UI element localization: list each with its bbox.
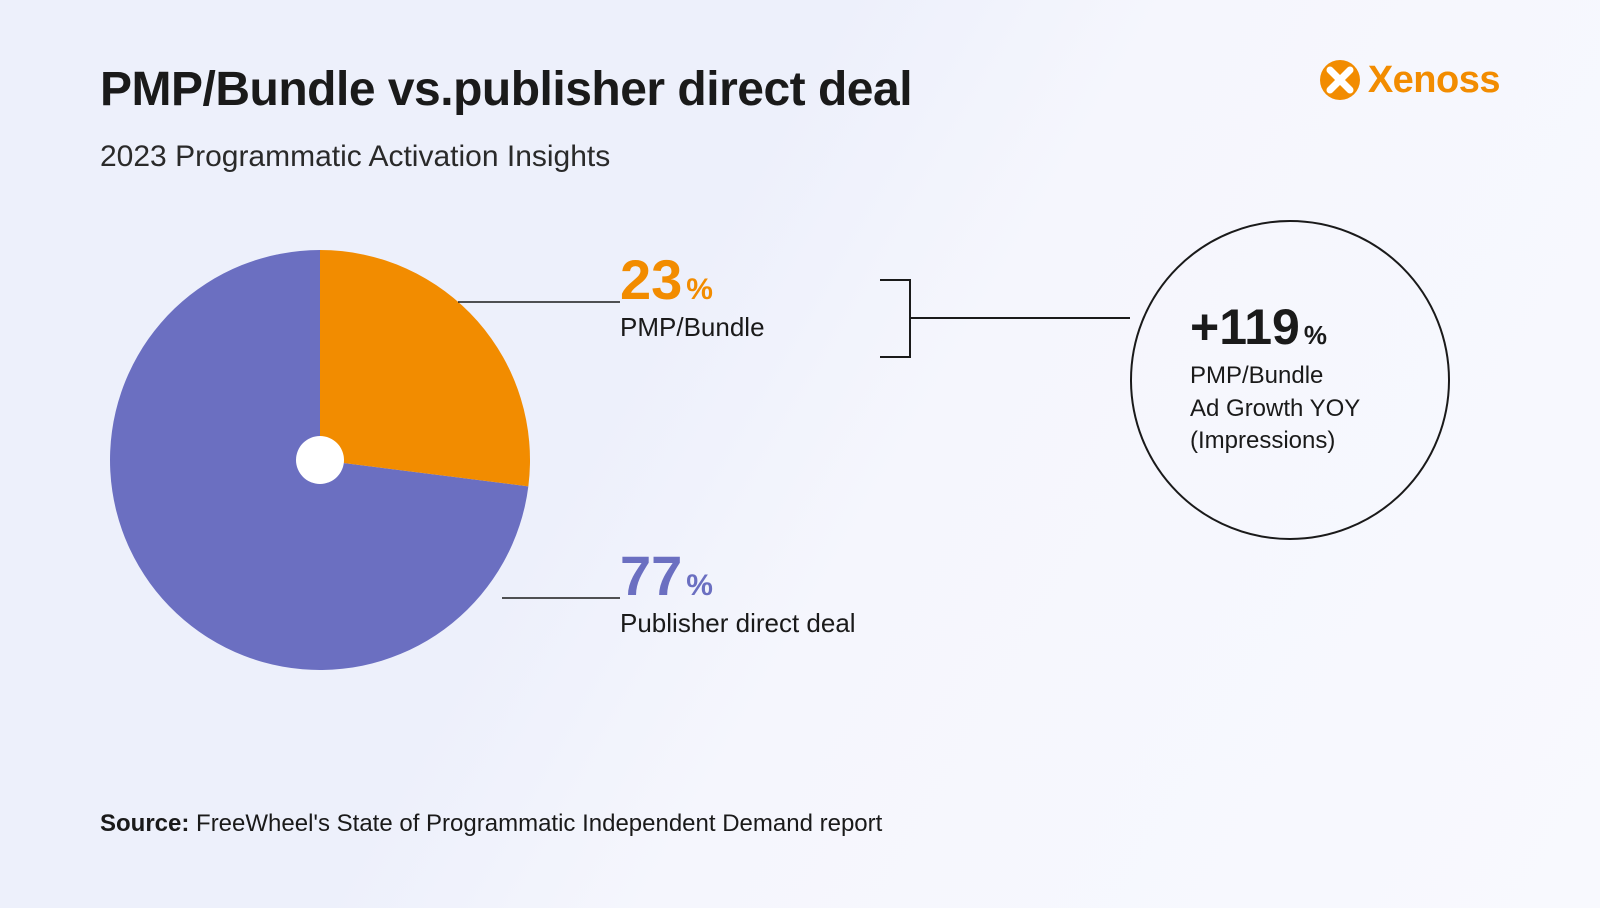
callout-description: PMP/Bundle Ad Growth YOY (Impressions) [1190, 360, 1360, 457]
callout-value: +119% [1190, 302, 1327, 352]
slice-name-publisher: Publisher direct deal [620, 608, 856, 639]
chart-area: 23% PMP/Bundle 77% Publisher direct deal… [100, 220, 1500, 770]
slice-value-publisher: 77 [620, 544, 682, 607]
source-text: FreeWheel's State of Programmatic Indepe… [196, 810, 882, 837]
callout-line2: Ad Growth YOY [1190, 395, 1360, 422]
page-subtitle: 2023 Programmatic Activation Insights [100, 140, 610, 174]
slice-value-pmp: 23 [620, 248, 682, 311]
slice-suffix-pmp: % [686, 273, 713, 306]
brand-logo: Xenoss [1318, 58, 1500, 102]
brand-logo-icon [1318, 58, 1362, 102]
callout-line3: (Impressions) [1190, 427, 1335, 454]
leader-line-pmp [100, 220, 640, 680]
slice-suffix-publisher: % [686, 569, 713, 602]
callout-line1: PMP/Bundle [1190, 362, 1323, 389]
callout-number: 119 [1219, 302, 1300, 352]
slice-name-pmp: PMP/Bundle [620, 312, 765, 343]
slice-label-publisher-direct: 77% Publisher direct deal [620, 548, 856, 639]
callout-circle: +119% PMP/Bundle Ad Growth YOY (Impressi… [1130, 220, 1450, 540]
page-title: PMP/Bundle vs.publisher direct deal [100, 62, 912, 117]
source-attribution: Source: FreeWheel's State of Programmati… [100, 810, 882, 838]
slice-label-pmp-bundle: 23% PMP/Bundle [620, 252, 765, 343]
source-label: Source: [100, 810, 189, 837]
callout-suffix: % [1304, 322, 1327, 348]
bracket-connector [880, 262, 1140, 422]
brand-logo-text: Xenoss [1368, 59, 1500, 102]
callout-prefix: + [1190, 302, 1219, 352]
